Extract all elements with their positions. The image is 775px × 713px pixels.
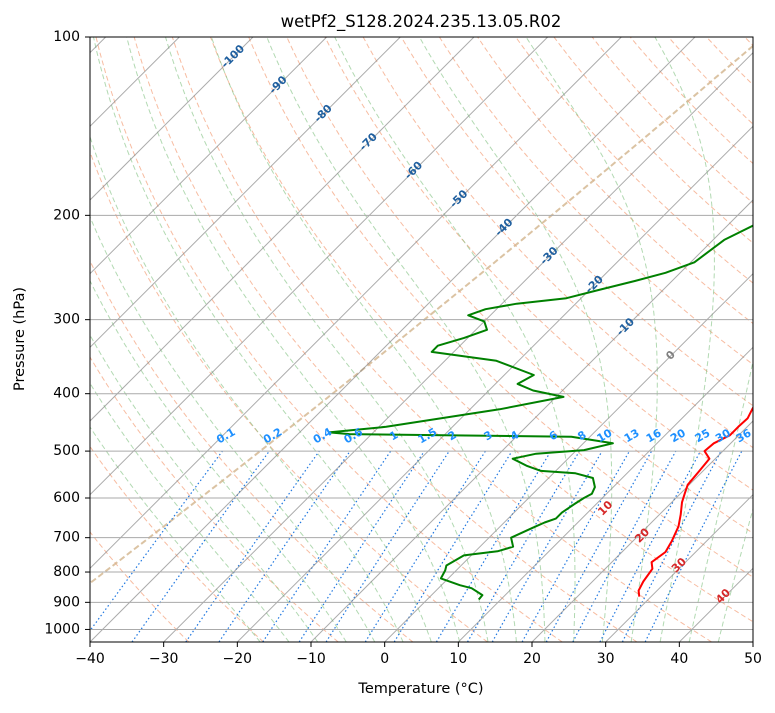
- y-tick-label: 600: [53, 490, 80, 506]
- x-tick-label: −10: [296, 651, 326, 667]
- x-tick-label: 0: [380, 651, 389, 667]
- y-tick-label: 800: [53, 564, 80, 580]
- y-tick-label: 300: [53, 312, 80, 328]
- y-axis-title: Pressure (hPa): [12, 287, 28, 391]
- y-tick-label: 200: [53, 207, 80, 223]
- chart-title: wetPf2_S128.2024.235.13.05.R02: [281, 12, 562, 32]
- x-tick-label: 40: [670, 651, 688, 667]
- x-axis-title: Temperature (°C): [357, 681, 483, 697]
- x-tick-label: −30: [149, 651, 179, 667]
- y-tick-label: 900: [53, 594, 80, 610]
- x-tick-label: 10: [449, 651, 467, 667]
- x-tick-label: −40: [75, 651, 105, 667]
- x-tick-label: 20: [523, 651, 541, 667]
- x-tick-label: −20: [223, 651, 253, 667]
- y-tick-label: 700: [53, 530, 80, 546]
- x-tick-label: 50: [744, 651, 762, 667]
- y-tick-label: 500: [53, 443, 80, 459]
- x-tick-label: 30: [597, 651, 615, 667]
- y-tick-label: 400: [53, 386, 80, 402]
- y-tick-label: 100: [53, 29, 80, 45]
- y-tick-label: 1000: [44, 621, 80, 637]
